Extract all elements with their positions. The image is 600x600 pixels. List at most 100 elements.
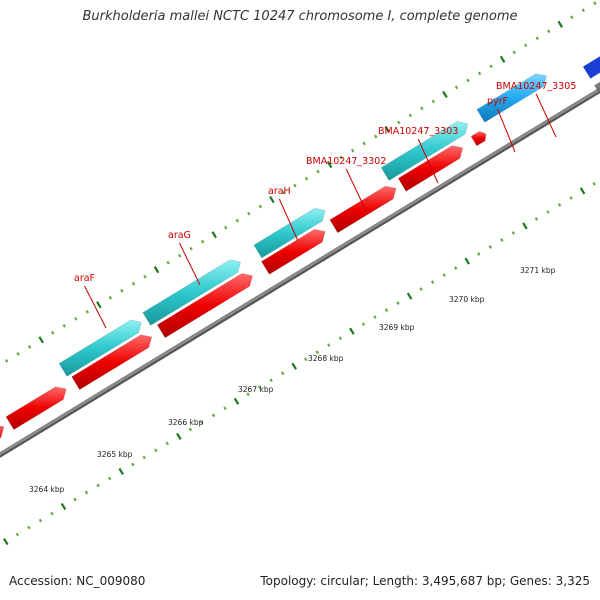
scale-tick	[153, 266, 160, 274]
highlighted-gene-arrow	[476, 73, 547, 123]
scale-tick	[431, 99, 436, 104]
gene-arrow	[58, 319, 142, 377]
scale-tick-label: 3271 kbp	[520, 266, 556, 275]
scale-tick	[4, 359, 9, 363]
scale-tick	[235, 218, 240, 223]
scale-tick	[315, 350, 320, 355]
scale-tick	[420, 106, 424, 111]
scale-tick	[188, 427, 193, 432]
scale-tick	[419, 287, 423, 291]
scale-tick	[593, 1, 597, 6]
scale-tick	[316, 169, 320, 174]
scale-tick	[96, 301, 102, 309]
scale-tick	[291, 362, 297, 370]
inner-tick-track	[3, 182, 596, 546]
scale-tick	[361, 322, 366, 327]
scale-tick	[464, 257, 471, 265]
gene-label-bma10247_3303: BMA10247_3303	[378, 126, 458, 137]
scale-tick	[60, 502, 67, 511]
scale-tick-label: 3265 kbp	[97, 450, 133, 459]
scale-tick	[73, 497, 77, 502]
scale-tick	[258, 204, 263, 209]
neighbor-feature	[582, 55, 600, 79]
scale-tick	[50, 511, 54, 516]
scale-tick	[176, 432, 182, 440]
scale-tick	[535, 36, 539, 41]
scale-tick	[281, 190, 286, 195]
scale-tick	[453, 266, 458, 270]
cds-arrow	[71, 334, 153, 391]
callout-line	[278, 198, 299, 242]
scale-tick	[246, 392, 250, 397]
scale-tick	[200, 420, 204, 425]
callout-line	[497, 108, 516, 153]
scale-tick	[570, 15, 574, 20]
scale-tick-label: 3270 kbp	[449, 295, 485, 304]
scale-tick	[384, 125, 391, 134]
scale-tick	[304, 176, 309, 181]
scale-tick	[16, 352, 20, 356]
cds-arrow	[261, 228, 326, 275]
genome-backbone	[0, 87, 600, 458]
outer-tick-track	[4, 1, 597, 363]
scale-tick	[406, 292, 413, 300]
gene-label-bma10247_3305: BMA10247_3305	[496, 81, 576, 92]
scale-tick	[165, 441, 170, 446]
scale-tick	[384, 308, 389, 312]
scale-tick	[269, 196, 275, 204]
map-title: Burkholderia mallei NCTC 10247 chromosom…	[82, 9, 518, 24]
scale-tick	[466, 78, 470, 83]
scale-tick	[154, 448, 158, 453]
scale-tick	[373, 134, 378, 139]
scale-tick	[327, 343, 331, 348]
scale-tick	[74, 316, 78, 321]
scale-tick	[454, 85, 459, 90]
scale-tick	[408, 113, 413, 118]
scale-tick-label: 3264 kbp	[29, 485, 65, 494]
scale-tick	[373, 315, 377, 320]
scale-tick-labels: 3264 kbp 3265 kbp 3266 kbp 3267 kbp 3268 kbp…	[29, 266, 556, 494]
scale-tick	[15, 532, 20, 537]
accession-label: Accession: NC_009080	[9, 574, 146, 588]
neighbor-feature-gray	[594, 81, 600, 95]
gene-label-pyrf: pyrF	[487, 96, 508, 107]
callout-line	[417, 138, 439, 184]
scale-tick	[338, 336, 343, 341]
scale-tick	[224, 225, 228, 230]
scale-tick	[442, 273, 446, 277]
scale-tick	[211, 231, 217, 239]
scale-tick	[477, 252, 481, 256]
scale-tick	[397, 120, 401, 125]
scale-tick	[211, 413, 216, 418]
gene-arrow	[142, 259, 242, 326]
callout-line	[345, 168, 368, 214]
cds-arrow-small	[470, 130, 487, 147]
scale-tick	[62, 323, 66, 328]
scale-tick	[547, 29, 551, 34]
scale-tick	[177, 253, 182, 258]
scale-tick-label: 3268 kbp	[308, 354, 344, 363]
scale-tick	[579, 187, 586, 195]
scale-tick	[200, 239, 205, 244]
gene-arrow	[380, 121, 469, 181]
scale-tick	[546, 210, 550, 214]
scale-tick	[189, 246, 193, 251]
scale-tick	[38, 518, 43, 523]
cds-arrow	[0, 425, 5, 439]
scale-tick	[512, 50, 516, 55]
cds-arrow	[5, 386, 67, 431]
scale-tick-label: 3269 kbp	[379, 323, 415, 332]
scale-tick	[247, 211, 251, 216]
cds-arrow	[397, 145, 464, 192]
scale-tick	[499, 55, 506, 63]
scale-tick	[304, 357, 308, 362]
scale-tick	[3, 538, 9, 546]
scale-tick	[557, 203, 562, 207]
scale-tick	[280, 371, 285, 376]
scale-tick	[362, 141, 366, 146]
scale-tick	[131, 281, 136, 286]
scale-tick	[350, 148, 355, 153]
gene-label-arah: araH	[268, 186, 291, 197]
scale-tick	[143, 274, 147, 279]
